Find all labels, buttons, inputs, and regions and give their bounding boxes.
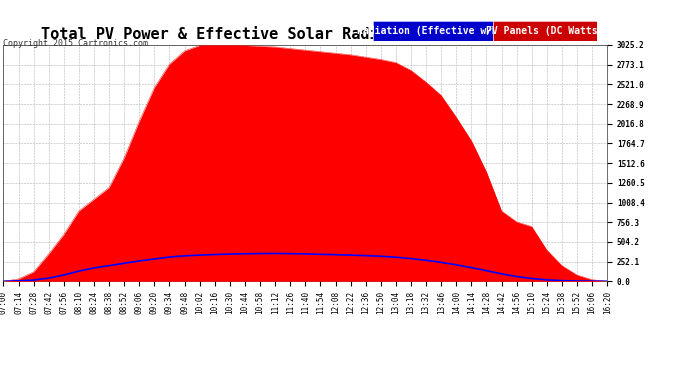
Title: Total PV Power & Effective Solar Radiation Fri Dec 4 16:24: Total PV Power & Effective Solar Radiati… bbox=[41, 27, 570, 42]
Text: Radiation (Effective w/m2): Radiation (Effective w/m2) bbox=[357, 26, 509, 36]
Text: Copyright 2015 Cartronics.com: Copyright 2015 Cartronics.com bbox=[3, 39, 148, 48]
Text: PV Panels (DC Watts): PV Panels (DC Watts) bbox=[486, 26, 604, 36]
